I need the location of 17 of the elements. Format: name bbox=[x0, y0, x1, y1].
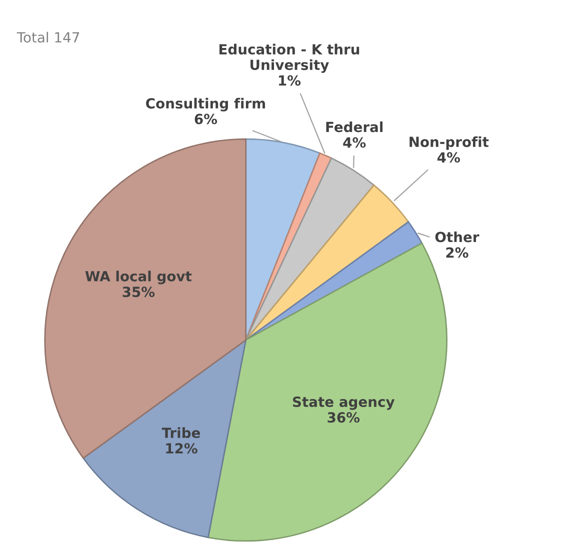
slice-label: Consulting firm bbox=[146, 98, 265, 112]
data-label: 1% bbox=[278, 75, 301, 86]
data-label: 36% bbox=[328, 412, 360, 423]
data-label: 2% bbox=[446, 247, 468, 258]
slice-label: Tribe bbox=[162, 427, 200, 438]
slice-label: Federal bbox=[326, 121, 383, 132]
slice-label: Non-profit bbox=[410, 136, 489, 150]
slice-label: WA local govt bbox=[85, 270, 192, 284]
data-label: 6% bbox=[194, 114, 218, 124]
data-label: 12% bbox=[166, 443, 198, 454]
data-label: 4% bbox=[437, 152, 460, 163]
slice-label: Education - K thru University bbox=[219, 44, 360, 73]
data-label: 4% bbox=[343, 137, 366, 148]
slice-label: State agency bbox=[292, 396, 395, 410]
text: Total 147 bbox=[16, 32, 80, 43]
slice-label: Other bbox=[435, 232, 480, 242]
data-label: 35% bbox=[122, 286, 155, 298]
